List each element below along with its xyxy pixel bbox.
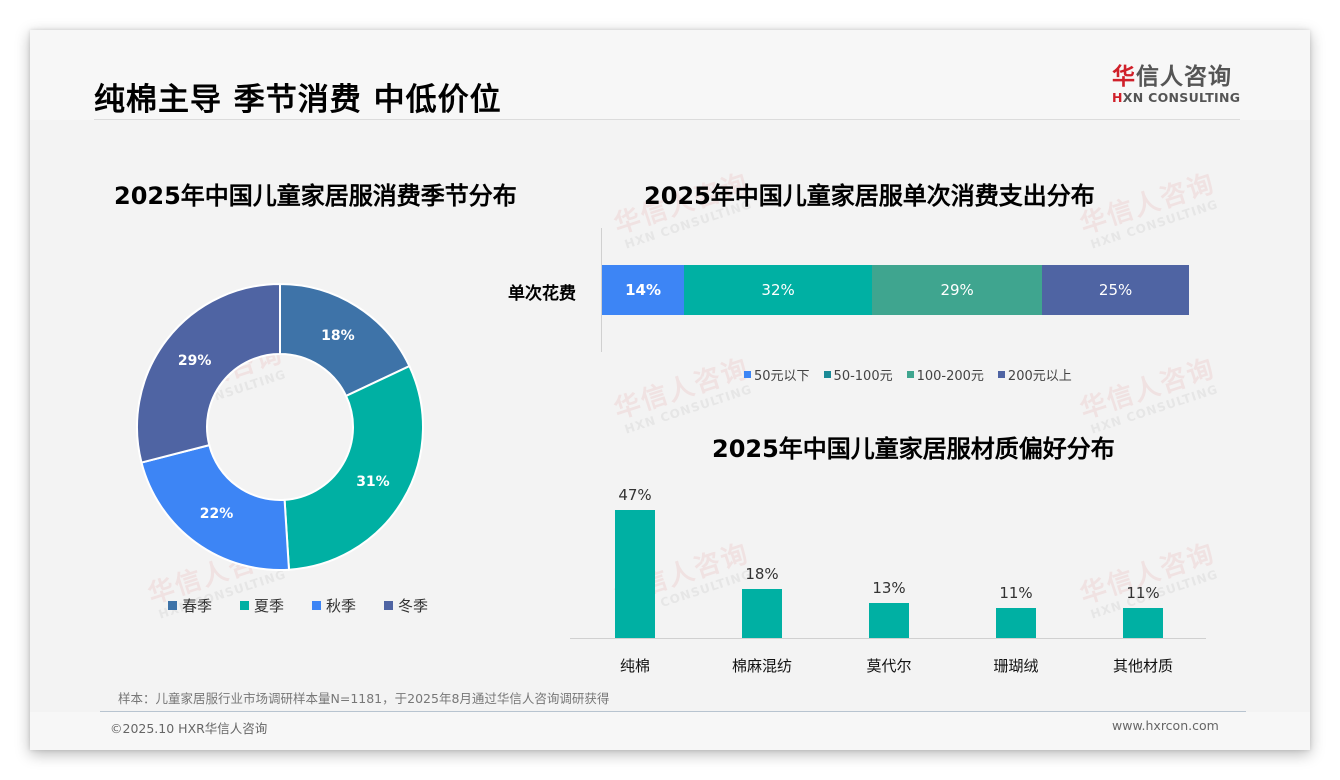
legend-item-50-100: 50-100元	[823, 365, 893, 384]
legend-swatch	[744, 371, 751, 378]
legend-label: 100-200元	[916, 369, 984, 384]
logo-cn-rest: 信人咨询	[1136, 64, 1232, 90]
donut-label-spring: 18%	[321, 327, 355, 344]
segment-under-50: 14%	[602, 265, 685, 315]
legend-swatch	[168, 601, 177, 610]
column-value: 18%	[745, 564, 779, 583]
legend-item-autumn: 秋季	[312, 595, 356, 616]
column-category: 其他材质	[1112, 657, 1173, 675]
footer-band	[30, 712, 1310, 750]
logo-en: HXN CONSULTING	[1112, 90, 1242, 106]
legend-label: 200元以上	[1007, 369, 1072, 384]
logo-en-red: H	[1112, 90, 1123, 105]
donut-label-winter: 29%	[177, 352, 212, 369]
slide: 纯棉主导 季节消费 中低价位 华信人咨询 HXN CONSULTING 华信人咨…	[30, 30, 1310, 750]
logo-en-rest: XN CONSULTING	[1122, 90, 1241, 105]
column-value: 11%	[1126, 584, 1160, 603]
donut-slice	[283, 364, 424, 571]
legend-swatch	[312, 601, 322, 610]
donut-label-autumn: 22%	[199, 506, 234, 523]
legend-item-under-50: 50元以下	[744, 365, 810, 384]
column-category: 棉麻混纺	[731, 657, 792, 675]
logo-cn-red: 华	[1112, 64, 1136, 90]
segment-over-200: 25%	[1042, 265, 1189, 315]
legend-label: 冬季	[398, 597, 429, 615]
column-baseline	[570, 638, 1206, 639]
stack-axis	[601, 228, 602, 352]
spend-chart-title: 2025年中国儿童家居服单次消费支出分布	[644, 182, 1095, 210]
column-pure-cotton	[615, 510, 655, 638]
legend-item-spring: 春季	[168, 595, 212, 616]
season-donut-chart: 18% 31% 22% 29%	[136, 282, 424, 571]
legend-swatch	[240, 601, 250, 610]
column-other	[1123, 608, 1163, 638]
column-value: 13%	[872, 578, 906, 597]
legend-label: 50元以下	[754, 369, 810, 384]
donut-slice	[140, 443, 291, 571]
company-logo: 华信人咨询 HXN CONSULTING	[1112, 64, 1242, 106]
material-chart-title: 2025年中国儿童家居服材质偏好分布	[712, 435, 1115, 463]
segment-50-100: 32%	[684, 265, 872, 315]
spend-legend: 50元以下 50-100元 100-200元 200元以上	[744, 365, 1086, 384]
header-band	[30, 30, 1310, 120]
column-modal	[869, 602, 909, 638]
footer-divider	[100, 711, 1246, 712]
segment-100-200: 29%	[872, 265, 1043, 315]
sample-note: 样本：儿童家居服行业市场调研样本量N=1181，于2025年8月通过华信人咨询调…	[118, 691, 610, 706]
column-value: 11%	[999, 584, 1033, 603]
donut-slice	[136, 282, 281, 464]
donut-svg	[136, 282, 424, 571]
website-link[interactable]: www.hxrcon.com	[1112, 718, 1219, 733]
donut-label-summer: 31%	[356, 473, 390, 490]
legend-item-100-200: 100-200元	[906, 365, 984, 384]
column-category: 纯棉	[619, 657, 650, 675]
column-cotton-linen	[742, 588, 782, 638]
page-title: 纯棉主导 季节消费 中低价位	[94, 82, 502, 118]
legend-item-over-200: 200元以上	[997, 365, 1072, 384]
legend-item-winter: 冬季	[384, 595, 428, 616]
legend-swatch	[997, 371, 1005, 378]
season-legend: 春季 夏季 秋季 冬季	[168, 595, 456, 616]
season-chart-title: 2025年中国儿童家居服消费季节分布	[114, 182, 517, 210]
legend-item-summer: 夏季	[240, 595, 284, 616]
legend-swatch	[823, 371, 831, 378]
legend-label: 秋季	[326, 597, 357, 615]
column-value: 47%	[618, 486, 652, 504]
column-coral-fleece	[996, 608, 1036, 638]
spend-stacked-bar: 14% 32% 29% 25%	[602, 265, 1189, 315]
legend-swatch	[906, 371, 914, 378]
stack-category-label: 单次花费	[508, 284, 576, 304]
donut-slice	[279, 282, 411, 398]
legend-swatch	[384, 601, 394, 610]
column-category: 莫代尔	[866, 657, 912, 675]
header-divider	[94, 119, 1240, 120]
legend-label: 夏季	[254, 597, 285, 615]
column-category: 珊瑚绒	[993, 657, 1039, 675]
legend-label: 春季	[182, 597, 213, 615]
copyright: ©2025.10 HXR华信人咨询	[110, 721, 268, 736]
legend-label: 50-100元	[833, 369, 893, 384]
logo-cn: 华信人咨询	[1112, 64, 1242, 90]
